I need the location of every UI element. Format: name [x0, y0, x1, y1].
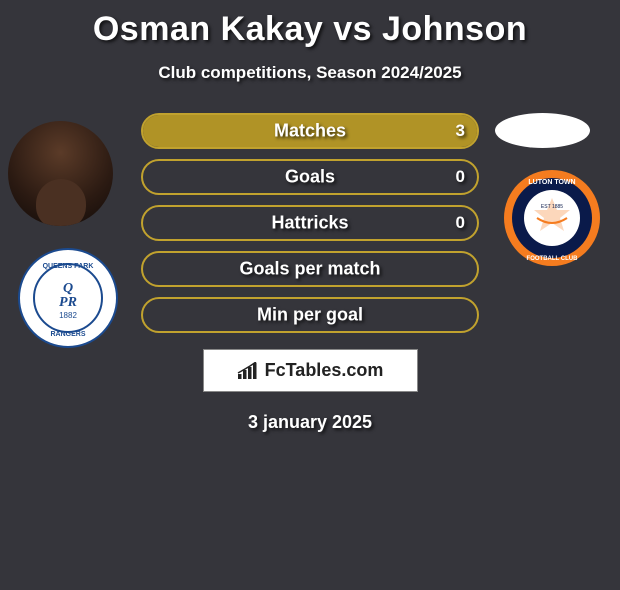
snapshot-date: 3 january 2025 [0, 412, 620, 433]
stat-label: Min per goal [143, 305, 477, 326]
chart-icon [237, 362, 259, 380]
branding-badge: FcTables.com [203, 349, 418, 392]
stat-value-right: 3 [456, 121, 465, 141]
stat-label: Matches [143, 121, 477, 142]
svg-text:PR: PR [59, 295, 77, 310]
stat-value-right: 0 [456, 213, 465, 233]
branding-text: FcTables.com [265, 360, 384, 381]
svg-text:Q: Q [63, 281, 73, 296]
stat-label: Hattricks [143, 213, 477, 234]
club-left-crest: QUEENS PARK RANGERS Q PR 1882 [18, 248, 118, 348]
stat-value-right: 0 [456, 167, 465, 187]
stat-row: Goals per match [141, 251, 479, 287]
stat-row: Hattricks0 [141, 205, 479, 241]
stat-label: Goals per match [143, 259, 477, 280]
svg-text:RANGERS: RANGERS [50, 331, 85, 338]
comparison-title: Osman Kakay vs Johnson [0, 10, 620, 49]
stat-row: Min per goal [141, 297, 479, 333]
stat-label: Goals [143, 167, 477, 188]
svg-text:EST 1885: EST 1885 [541, 204, 563, 210]
player-right-avatar [495, 113, 590, 148]
svg-text:QUEENS PARK: QUEENS PARK [43, 263, 94, 270]
stat-row: Matches3 [141, 113, 479, 149]
svg-text:LUTON TOWN: LUTON TOWN [528, 179, 575, 186]
club-right-crest: LUTON TOWN FOOTBALL CLUB EST 1885 [502, 168, 602, 268]
svg-text:FOOTBALL CLUB: FOOTBALL CLUB [527, 256, 579, 262]
stat-rows: Matches3Goals0Hattricks0Goals per matchM… [141, 113, 479, 333]
svg-text:1882: 1882 [59, 311, 77, 320]
comparison-body: QUEENS PARK RANGERS Q PR 1882 LUTON TOWN… [0, 113, 620, 433]
player-left-avatar [8, 121, 113, 226]
stat-row: Goals0 [141, 159, 479, 195]
comparison-subtitle: Club competitions, Season 2024/2025 [0, 63, 620, 83]
